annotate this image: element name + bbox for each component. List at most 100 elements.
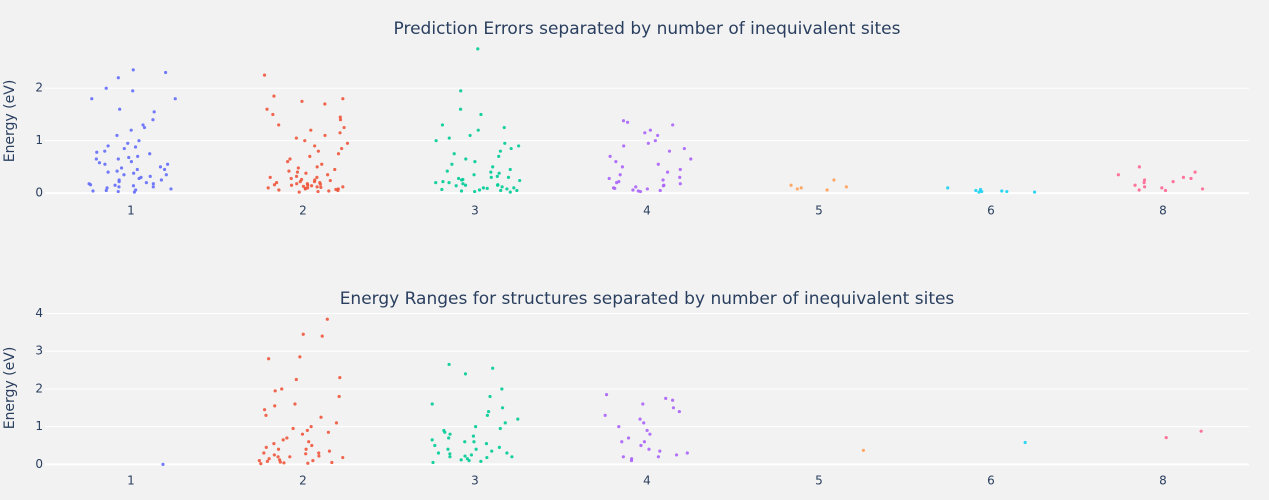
point (103, 162, 107, 166)
point (325, 317, 329, 321)
point (503, 421, 507, 425)
point (341, 185, 345, 189)
point (151, 185, 155, 189)
point (173, 97, 177, 101)
point (169, 187, 173, 191)
point (495, 174, 499, 178)
point (689, 157, 693, 161)
x-tick-label: 8 (1159, 204, 1167, 218)
point (318, 181, 322, 185)
point (476, 128, 480, 132)
x-tick-label: 8 (1159, 474, 1167, 488)
point (1200, 187, 1205, 191)
point (115, 169, 119, 173)
point (291, 426, 295, 431)
point (164, 70, 168, 75)
point (678, 182, 682, 186)
point (485, 186, 489, 191)
x-tick-label: 5 (815, 474, 823, 488)
point (320, 162, 324, 166)
point (603, 413, 607, 417)
point (434, 181, 438, 185)
point (129, 160, 134, 164)
point (479, 459, 483, 463)
point (159, 178, 164, 182)
point (281, 438, 285, 442)
point (799, 186, 803, 190)
point (629, 458, 634, 463)
point (297, 190, 301, 194)
point (1133, 183, 1137, 187)
point (312, 179, 317, 184)
point (126, 141, 130, 145)
point (445, 169, 449, 173)
point (1171, 179, 1175, 184)
point (316, 149, 320, 153)
point (467, 458, 471, 463)
point (844, 185, 848, 189)
x-tick-label: 3 (471, 204, 479, 218)
point (305, 428, 309, 433)
y-tick-label: 3 (35, 344, 43, 358)
point (271, 112, 275, 117)
point (1181, 175, 1186, 179)
point (484, 442, 489, 446)
point (164, 173, 168, 177)
point (317, 451, 321, 455)
point (500, 185, 504, 189)
point (158, 165, 163, 169)
point (508, 167, 512, 172)
point (468, 133, 472, 138)
point (119, 166, 124, 170)
point (641, 402, 645, 406)
point (131, 184, 136, 188)
point (308, 154, 312, 159)
point (289, 176, 293, 181)
point (277, 123, 281, 127)
point (661, 184, 665, 188)
point (645, 187, 649, 191)
point (327, 449, 332, 453)
point (473, 160, 477, 164)
point (502, 125, 506, 130)
point (463, 440, 467, 444)
point (116, 157, 120, 161)
point (977, 190, 981, 194)
point (607, 176, 611, 181)
point (505, 451, 509, 455)
point (303, 139, 307, 143)
point (613, 186, 617, 191)
point (479, 112, 483, 117)
point (278, 460, 282, 464)
point (443, 430, 447, 434)
point (661, 178, 665, 182)
point (631, 188, 635, 192)
point (946, 186, 950, 190)
point (326, 430, 330, 434)
point (103, 149, 107, 153)
point (980, 189, 984, 194)
point (500, 406, 505, 410)
point (656, 162, 660, 166)
point (345, 141, 350, 145)
point (323, 102, 327, 106)
point (300, 99, 304, 103)
point (459, 189, 464, 193)
x-tick-label: 2 (299, 204, 307, 218)
y-axis-title: Energy (eV) (2, 347, 18, 430)
point (104, 188, 108, 193)
point (304, 447, 308, 451)
point (496, 183, 500, 187)
point (341, 455, 345, 460)
point (274, 181, 279, 185)
point (132, 171, 136, 175)
point (285, 436, 289, 440)
point (474, 425, 478, 429)
point (1000, 189, 1004, 193)
point (1142, 185, 1147, 189)
point (116, 189, 120, 194)
point (974, 188, 978, 193)
point (491, 165, 495, 169)
point (463, 372, 468, 376)
